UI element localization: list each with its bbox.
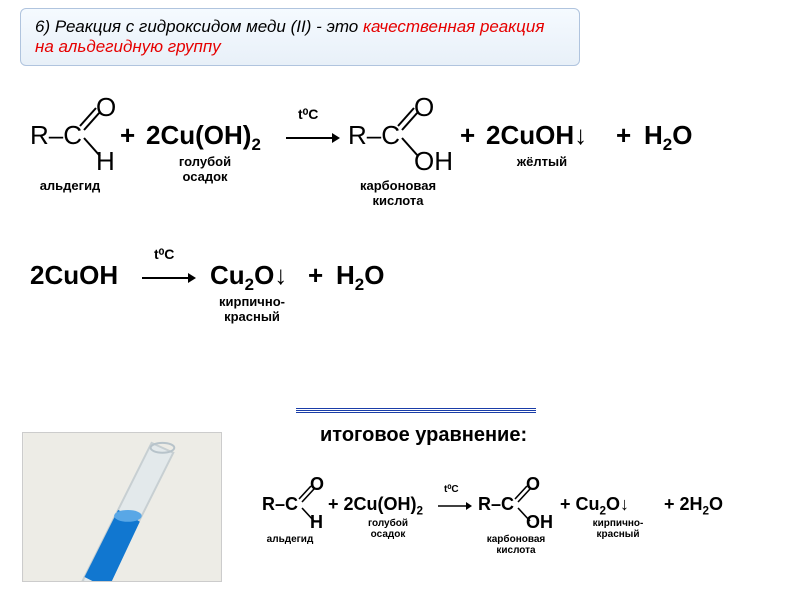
eq3-plus3: + 2H bbox=[664, 494, 703, 514]
eq3-aldehyde-rc: R–C bbox=[262, 494, 298, 515]
eq1-caption-acid: карбоновая кислота bbox=[348, 178, 448, 208]
eq3-acid: R–C O OH bbox=[478, 480, 548, 530]
final-label: итоговое уравнение: bbox=[320, 424, 527, 447]
test-tube-image bbox=[22, 432, 222, 582]
eq3-aldehyde-h: H bbox=[310, 512, 323, 533]
eq1-acid: R–C O OH bbox=[348, 100, 444, 170]
eq3-caption-cu2o: кирпично- красный bbox=[578, 518, 658, 540]
eq3-acid-rc: R–C bbox=[478, 494, 514, 515]
eq1-plus3: + bbox=[616, 120, 631, 151]
eq1-acid-rc: R–C bbox=[348, 120, 400, 151]
eq3-rest: + Cu bbox=[560, 494, 600, 514]
eq3-arrow bbox=[436, 494, 472, 519]
eq1-caption-aldehyde: альдегид bbox=[30, 178, 110, 193]
final-underline bbox=[296, 408, 536, 413]
eq2-arrow bbox=[140, 260, 196, 293]
eq3-h2o: + 2H2O bbox=[664, 494, 723, 518]
eq3-aldehyde: R–C O H bbox=[262, 480, 322, 530]
eq1-aldehyde: R–C O H bbox=[30, 100, 110, 170]
eq1-h2o-h: H bbox=[644, 120, 663, 150]
eq3-plus1: + 2Cu(OH) bbox=[328, 494, 417, 514]
eq1-acid-o: O bbox=[414, 92, 434, 123]
eq2-cu: Cu bbox=[210, 260, 245, 290]
eq1-aldehyde-o: O bbox=[96, 92, 116, 123]
eq1-h2o-o: O bbox=[672, 120, 692, 150]
eq1-h2o-sub: 2 bbox=[663, 135, 672, 154]
eq2-plus: + bbox=[308, 260, 323, 291]
eq1-caption-cuoh2: голубой осадок bbox=[150, 154, 260, 184]
eq1-cuoh2: 2Cu(OH)2 bbox=[146, 120, 261, 155]
eq1-cuoh2-sub: 2 bbox=[251, 135, 260, 154]
eq3-caption-cuoh2: голубой осадок bbox=[348, 518, 428, 540]
eq1-h2o: H2O bbox=[644, 120, 692, 155]
eq2-h2o-sub: 2 bbox=[355, 275, 364, 294]
eq3-cu2o-dn: O↓ bbox=[606, 494, 629, 514]
eq2-o-down: O↓ bbox=[254, 260, 287, 290]
eq3-cuoh2: + 2Cu(OH)2 bbox=[328, 494, 423, 518]
eq3-caption-aldehyde: альдегид bbox=[258, 534, 322, 545]
header-text-2: качественная реакция bbox=[363, 17, 544, 36]
eq3-caption-acid: карбоновая кислота bbox=[476, 534, 556, 556]
eq1-aldehyde-rc: R–C bbox=[30, 120, 82, 151]
eq3-arrow-cond: t⁰C bbox=[444, 484, 459, 495]
header-panel: 6) Реакция с гидроксидом меди (II) - это… bbox=[20, 8, 580, 66]
eq3-acid-o: O bbox=[526, 474, 540, 495]
header-text-3: на альдегидную группу bbox=[35, 37, 221, 56]
eq1-aldehyde-h: H bbox=[96, 146, 115, 177]
eq2-cu-sub: 2 bbox=[245, 275, 254, 294]
eq1-plus2: + bbox=[460, 120, 475, 151]
eq1-acid-oh: OH bbox=[414, 146, 453, 177]
eq2-left: 2CuOH bbox=[30, 260, 118, 291]
eq2-h2o: H2O bbox=[336, 260, 384, 295]
eq3-cu2o: + Cu2O↓ bbox=[560, 494, 629, 518]
header-text-1: 6) Реакция с гидроксидом меди (II) - это bbox=[35, 17, 363, 36]
eq2-arrow-cond: t⁰C bbox=[154, 246, 174, 263]
eq1-caption-cuoh: жёлтый bbox=[492, 154, 592, 169]
eq1-arrow-cond: t⁰C bbox=[298, 106, 318, 123]
eq1-arrow bbox=[284, 120, 340, 153]
eq1-cuoh: 2CuOH↓ bbox=[486, 120, 587, 151]
eq3-aldehyde-o: O bbox=[310, 474, 324, 495]
eq3-cuoh2-sub: 2 bbox=[417, 505, 424, 518]
eq1-cuoh2-text: 2Cu(OH) bbox=[146, 120, 251, 150]
eq2-right: Cu2O↓ bbox=[210, 260, 287, 295]
eq2-caption: кирпично- красный bbox=[202, 294, 302, 324]
eq2-h2o-h: H bbox=[336, 260, 355, 290]
eq1-plus1: + bbox=[120, 120, 135, 151]
eq3-h2o-o: O bbox=[709, 494, 723, 514]
eq2-h2o-o: O bbox=[364, 260, 384, 290]
eq3-acid-oh: OH bbox=[526, 512, 553, 533]
